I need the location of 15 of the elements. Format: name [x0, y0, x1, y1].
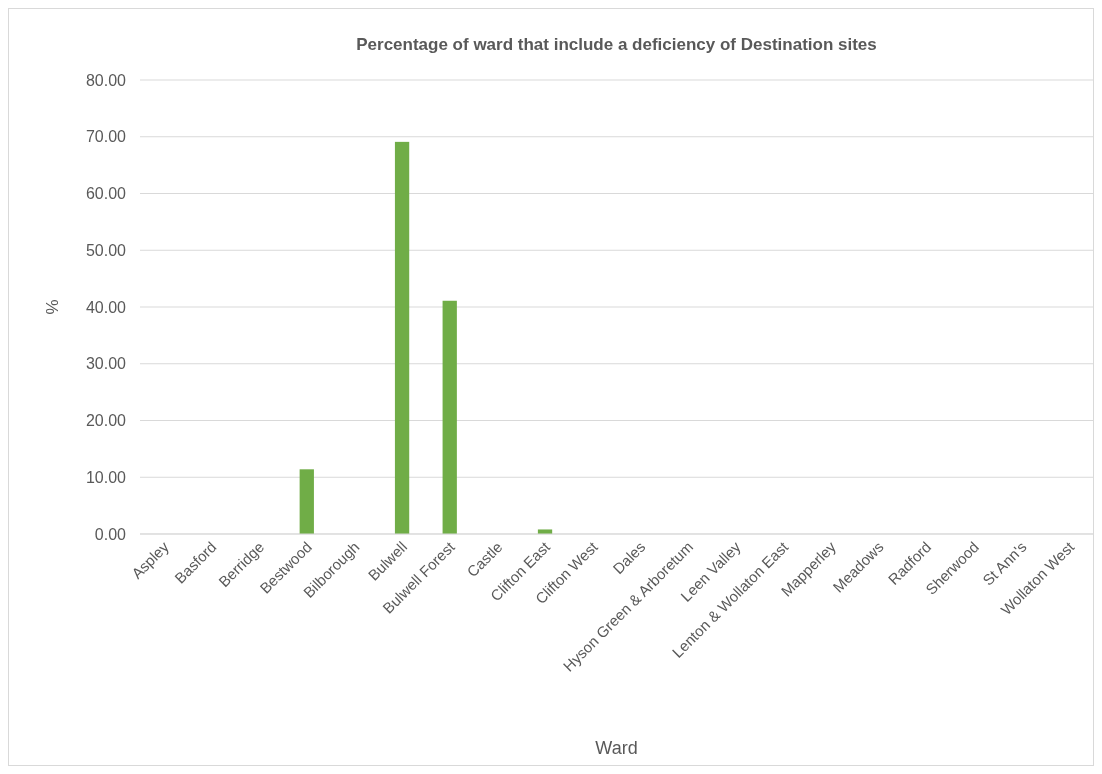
y-axis-title: %	[43, 299, 62, 315]
y-tick-label: 10.00	[85, 468, 127, 486]
y-tick-label: 20.00	[85, 412, 127, 430]
x-axis-title: Ward	[595, 738, 638, 758]
y-tick-label: 0.00	[94, 525, 127, 543]
y-tick-label: 60.00	[85, 185, 127, 203]
y-tick-label: 40.00	[85, 298, 127, 316]
bar	[394, 141, 410, 534]
y-tick-label: 30.00	[85, 355, 127, 373]
chart-title: Percentage of ward that include a deficiency of Destination sites	[356, 35, 877, 54]
y-tick-label: 50.00	[85, 241, 127, 259]
bar	[442, 300, 457, 534]
y-tick-label: 70.00	[85, 128, 127, 146]
y-tick-label: 80.00	[85, 71, 127, 89]
bar	[299, 469, 314, 534]
